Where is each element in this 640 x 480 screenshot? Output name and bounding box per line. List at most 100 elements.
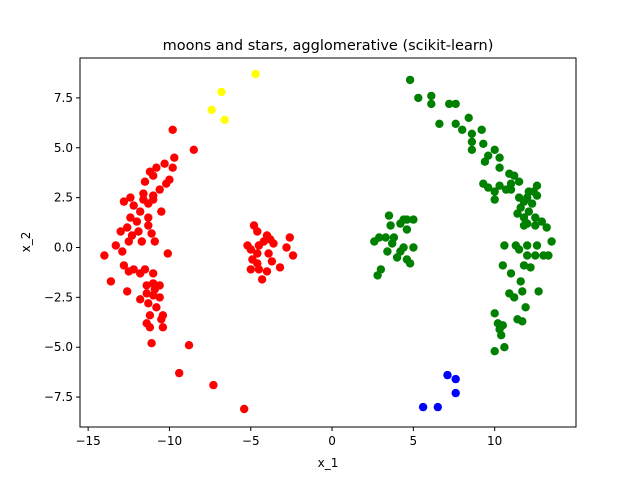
data-point (537, 217, 546, 226)
data-point (253, 249, 262, 258)
data-point (495, 181, 504, 190)
data-point (168, 163, 177, 172)
data-point (467, 137, 477, 146)
data-point (405, 75, 415, 85)
data-point (150, 237, 159, 246)
data-point (158, 323, 168, 332)
data-point (513, 209, 522, 218)
data-point (490, 187, 499, 196)
y-tick-label: −5.0 (44, 340, 73, 354)
data-point (264, 249, 273, 258)
data-point (209, 380, 218, 390)
data-point (386, 221, 395, 230)
data-point (477, 125, 486, 134)
data-point (523, 251, 532, 260)
data-point (516, 277, 525, 286)
data-point (285, 233, 294, 242)
data-point (136, 269, 145, 278)
data-point (435, 119, 444, 128)
data-point (521, 303, 530, 312)
data-point (518, 287, 527, 296)
y-tick-label: −7.5 (44, 390, 73, 404)
data-point (162, 179, 171, 188)
data-point (542, 223, 551, 232)
data-point (532, 191, 542, 200)
data-point (275, 263, 285, 272)
data-point (427, 99, 436, 109)
data-point (269, 239, 278, 248)
data-point (144, 199, 153, 208)
data-point (384, 211, 394, 220)
x-tick-label: −5 (242, 434, 260, 448)
data-point (532, 241, 542, 250)
data-point (288, 251, 298, 260)
data-point (451, 119, 460, 128)
data-point (147, 229, 156, 238)
data-point (498, 261, 507, 270)
data-point (524, 207, 533, 216)
data-point (445, 99, 454, 109)
data-point (402, 225, 412, 234)
data-point (246, 265, 255, 274)
data-point (500, 343, 509, 352)
data-point (136, 295, 145, 304)
data-point (484, 183, 493, 192)
data-point (116, 227, 125, 236)
data-point (451, 388, 460, 398)
data-point (137, 237, 146, 246)
data-point (519, 221, 529, 230)
data-point (175, 368, 184, 378)
data-point (168, 125, 177, 134)
data-point (100, 251, 109, 260)
data-point (220, 115, 229, 125)
data-point (240, 404, 249, 414)
data-point (267, 257, 277, 266)
data-point (490, 347, 499, 356)
y-tick-label: 5.0 (54, 141, 73, 155)
data-point (282, 243, 291, 252)
x-tick-label: 10 (487, 434, 502, 448)
data-point (402, 215, 412, 224)
data-point (106, 277, 116, 286)
data-point (370, 237, 379, 246)
data-point (123, 287, 132, 296)
data-point (518, 317, 527, 326)
data-point (155, 185, 164, 194)
data-point (254, 241, 264, 250)
data-point (246, 245, 255, 254)
data-point (144, 221, 153, 230)
data-point (145, 311, 155, 320)
data-point (119, 261, 129, 270)
data-point (152, 303, 161, 312)
data-point (514, 177, 524, 186)
data-point (495, 163, 504, 172)
data-point (490, 309, 499, 318)
data-point (126, 213, 135, 222)
data-point (157, 315, 166, 324)
data-point (497, 331, 506, 340)
data-point (506, 269, 516, 278)
data-point (136, 207, 145, 216)
data-point (479, 139, 488, 148)
data-point (160, 159, 169, 168)
data-point (527, 199, 537, 208)
x-axis-label: x_1 (318, 456, 339, 470)
data-point (506, 179, 516, 188)
data-point (514, 245, 524, 254)
data-point (531, 213, 540, 222)
data-point (534, 287, 543, 296)
data-point (409, 243, 418, 252)
data-point (427, 91, 436, 101)
data-point (134, 227, 143, 236)
data-point (126, 193, 135, 202)
data-point (544, 251, 553, 260)
data-point (124, 237, 133, 246)
data-point (207, 105, 216, 115)
data-point (405, 259, 415, 268)
data-point (414, 93, 423, 103)
data-point (254, 265, 264, 274)
data-point (155, 293, 164, 302)
data-point (217, 87, 226, 97)
